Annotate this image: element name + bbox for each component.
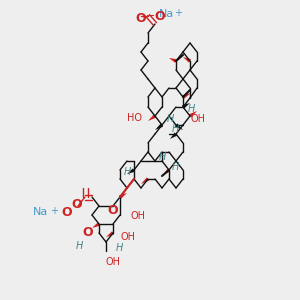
- Polygon shape: [189, 111, 197, 118]
- Polygon shape: [163, 169, 170, 175]
- Text: H: H: [75, 241, 83, 251]
- Polygon shape: [106, 231, 114, 237]
- Text: H: H: [158, 152, 166, 162]
- Text: O: O: [72, 199, 82, 212]
- Polygon shape: [169, 58, 177, 63]
- Polygon shape: [148, 114, 156, 121]
- Polygon shape: [127, 168, 135, 174]
- Polygon shape: [119, 193, 127, 199]
- Text: H: H: [115, 243, 123, 253]
- Text: +: +: [50, 206, 58, 216]
- Polygon shape: [182, 93, 191, 99]
- Polygon shape: [141, 177, 149, 184]
- Text: OH: OH: [106, 257, 121, 267]
- Text: O: O: [155, 10, 165, 22]
- Polygon shape: [155, 123, 163, 130]
- Text: H: H: [166, 114, 174, 124]
- Text: O: O: [108, 203, 118, 217]
- Text: −: −: [146, 11, 156, 21]
- Text: Na: Na: [158, 9, 174, 19]
- Polygon shape: [183, 57, 191, 63]
- Text: O: O: [62, 206, 72, 218]
- Text: H: H: [187, 104, 195, 114]
- Text: +: +: [174, 8, 182, 18]
- Text: OH: OH: [121, 232, 136, 242]
- Text: O: O: [83, 226, 93, 239]
- Text: O: O: [136, 13, 146, 26]
- Text: H: H: [171, 124, 179, 134]
- Text: H: H: [123, 167, 131, 177]
- Polygon shape: [92, 222, 100, 228]
- Polygon shape: [170, 133, 177, 139]
- Polygon shape: [175, 123, 183, 130]
- Text: OH: OH: [130, 211, 146, 221]
- Text: Na: Na: [32, 207, 48, 217]
- Text: HO: HO: [128, 113, 142, 123]
- Text: H: H: [171, 162, 179, 172]
- Text: OH: OH: [190, 114, 206, 124]
- Polygon shape: [182, 103, 190, 109]
